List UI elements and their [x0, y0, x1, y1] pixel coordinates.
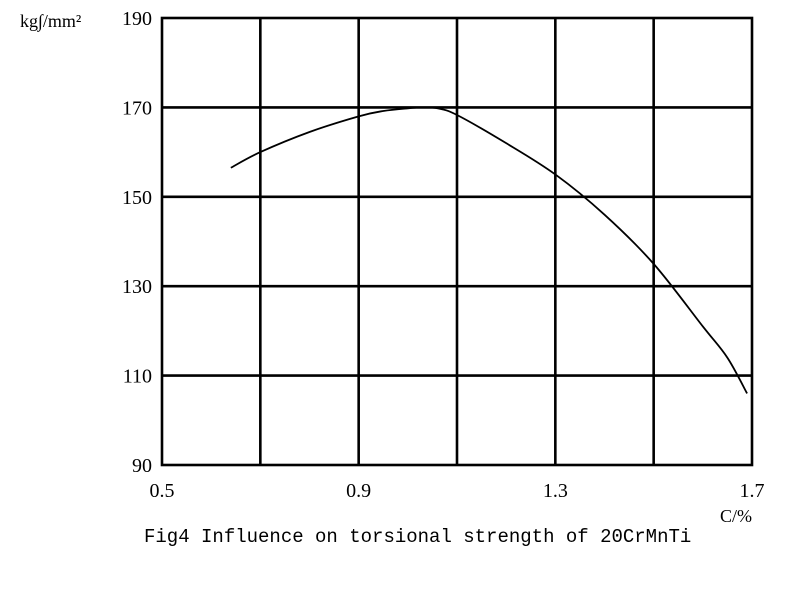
x-axis-label: C/% [720, 506, 752, 526]
y-tick-label: 130 [122, 276, 152, 298]
x-tick-labels: 0.5 0.9 1.3 1.7 [150, 480, 765, 502]
y-tick-label: 150 [122, 187, 152, 209]
plot-frame [160, 16, 754, 467]
y-tick-label: 90 [132, 455, 152, 477]
y-axis-label: kg∫/mm² [20, 11, 81, 32]
y-tick-label: 110 [123, 366, 152, 388]
x-tick-label: 0.9 [346, 480, 371, 502]
x-tick-label: 1.3 [543, 480, 568, 502]
figure-caption: Fig4 Influence on torsional strength of … [144, 526, 691, 548]
y-tick-label: 190 [122, 8, 152, 30]
y-tick-labels: 90 110 130 150 170 190 [122, 8, 152, 477]
y-tick-label: 170 [122, 97, 152, 119]
x-tick-label: 1.7 [740, 480, 765, 502]
grid-lines [162, 18, 752, 465]
torsional-strength-curve [230, 106, 748, 394]
x-tick-label: 0.5 [150, 480, 175, 502]
